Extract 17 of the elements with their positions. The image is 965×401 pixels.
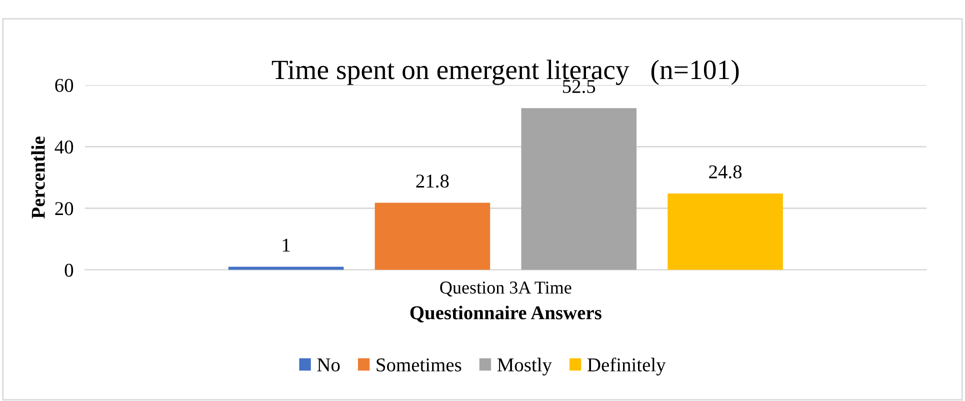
data-label: 21.8 [416,174,449,188]
y-tick-label: 20 [55,202,74,216]
legend-label: Sometimes [376,358,462,372]
bar [521,108,637,270]
x-axis-title: Questionnaire Answers [410,306,602,322]
x-tick-label: Question 3A Time [440,282,572,296]
y-tick-label: 0 [64,264,74,277]
y-axis-title: Percentlie [31,136,45,219]
data-label: 1 [282,238,290,252]
legend-label: Mostly [497,358,552,376]
y-tick-label: 40 [54,140,74,154]
data-label: 24.8 [709,165,742,178]
bar [668,193,783,270]
legend-label: No [317,358,340,372]
y-tick-label: 60 [55,78,74,92]
bar [374,202,490,270]
legend-label: Definitely [588,358,666,376]
